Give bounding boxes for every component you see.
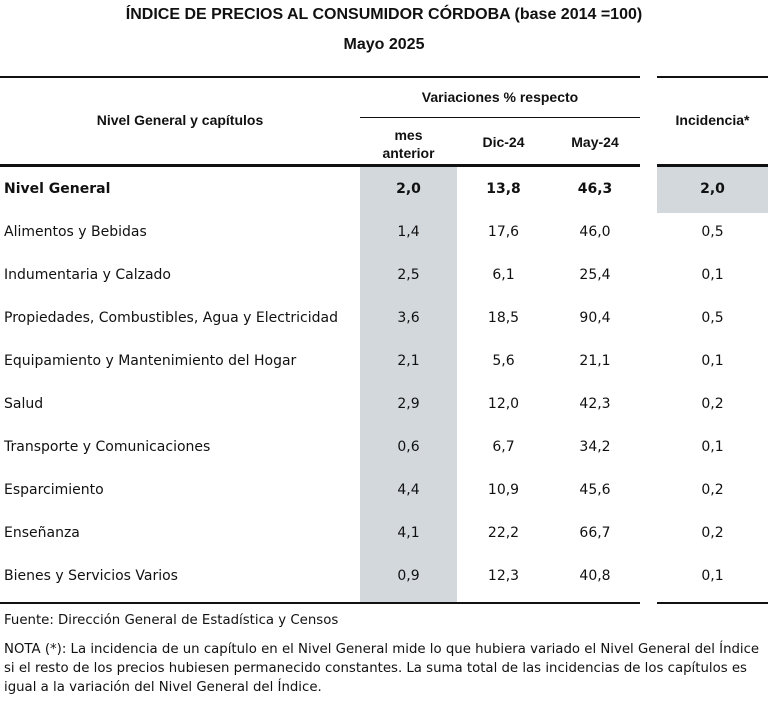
cell-may: 46,3 — [577, 181, 613, 197]
cell-mes: 0,6 — [397, 439, 420, 455]
header-may: May-24 — [571, 134, 619, 150]
cell-inc: 2,0 — [700, 181, 725, 197]
header-chapters: Nivel General y capítulos — [96, 112, 264, 128]
table-row: Bienes y Servicios Varios 0,9 12,3 40,8 0,1 — [0, 556, 768, 599]
cell-mes: 2,1 — [397, 353, 420, 369]
table-row: Enseñanza 4,1 22,2 66,7 0,2 — [0, 513, 768, 556]
table-row: Equipamiento y Mantenimiento del Hogar 2,… — [0, 341, 768, 384]
header-dic: Dic-24 — [482, 134, 525, 150]
cell-may: 21,1 — [579, 353, 611, 369]
cell-dic: 10,9 — [487, 482, 520, 498]
cell-inc: 0,1 — [701, 353, 724, 369]
table-row: Salud 2,9 12,0 42,3 0,2 — [0, 384, 768, 427]
cell-mes: 2,5 — [397, 267, 420, 283]
cell-mes: 4,4 — [397, 482, 420, 498]
cell-may: 34,2 — [579, 439, 611, 455]
cell-dic: 6,1 — [492, 267, 515, 283]
source-note: Fuente: Dirección General de Estadística… — [4, 613, 339, 628]
cell-inc: 0,1 — [701, 439, 724, 455]
cell-label: Nivel General — [4, 181, 111, 197]
header-mes: mes — [394, 127, 423, 143]
cell-dic: 17,6 — [487, 224, 520, 240]
header-incidencia: Incidencia* — [675, 112, 750, 128]
cell-inc: 0,5 — [701, 310, 724, 326]
cell-mes: 2,9 — [397, 396, 420, 412]
top-rule — [0, 76, 640, 78]
cell-label: Esparcimiento — [4, 482, 104, 498]
cell-dic: 18,5 — [487, 310, 520, 326]
cell-inc: 0,2 — [701, 396, 724, 412]
incidencia-highlight — [657, 167, 768, 213]
cell-label: Bienes y Servicios Varios — [4, 568, 178, 584]
cell-label: Enseñanza — [4, 525, 80, 541]
cell-may: 42,3 — [579, 396, 611, 412]
cell-inc: 0,5 — [701, 224, 724, 240]
variations-rule — [360, 117, 640, 118]
cell-label: Transporte y Comunicaciones — [4, 439, 211, 455]
cell-mes: 0,9 — [397, 568, 420, 584]
cell-mes: 2,0 — [396, 181, 421, 197]
header-anterior: anterior — [382, 145, 435, 161]
cell-dic: 6,7 — [492, 439, 515, 455]
page-subtitle: Mayo 2025 — [343, 36, 425, 53]
table-row: Transporte y Comunicaciones 0,6 6,7 34,2 0,1 — [0, 427, 768, 470]
cell-mes: 4,1 — [397, 525, 420, 541]
cell-may: 66,7 — [579, 525, 611, 541]
top-rule-incidencia — [657, 76, 768, 78]
cell-may: 40,8 — [579, 568, 611, 584]
footnote: NOTA (*): La incidencia de un capítulo e… — [4, 642, 760, 695]
cell-mes: 3,6 — [397, 310, 420, 326]
page-title: ÍNDICE DE PRECIOS AL CONSUMIDOR CÓRDOBA … — [125, 6, 643, 23]
table-row-nivel-general: Nivel General 2,0 13,8 46,3 2,0 — [0, 169, 768, 212]
header-rule — [0, 164, 640, 167]
cell-inc: 0,2 — [701, 482, 724, 498]
cell-inc: 0,1 — [701, 267, 724, 283]
cell-may: 25,4 — [579, 267, 611, 283]
cell-dic: 12,0 — [487, 396, 520, 412]
cell-label: Indumentaria y Calzado — [4, 267, 171, 283]
cell-label: Equipamiento y Mantenimiento del Hogar — [4, 353, 297, 369]
cell-dic: 13,8 — [486, 181, 521, 197]
header-variations: Variaciones % respecto — [421, 89, 579, 105]
cell-inc: 0,2 — [701, 525, 724, 541]
cell-may: 46,0 — [579, 224, 611, 240]
cell-dic: 12,3 — [487, 568, 520, 584]
header-rule-incidencia — [657, 164, 768, 167]
cell-inc: 0,1 — [701, 568, 724, 584]
table-row: Esparcimiento 4,4 10,9 45,6 0,2 — [0, 470, 768, 513]
cell-may: 45,6 — [579, 482, 611, 498]
cell-dic: 22,2 — [487, 525, 520, 541]
cell-label: Alimentos y Bebidas — [4, 224, 147, 240]
cell-mes: 1,4 — [397, 224, 420, 240]
cell-label: Propiedades, Combustibles, Agua y Electr… — [4, 310, 338, 326]
header-mes-anterior: mes anterior — [360, 126, 457, 162]
cell-label: Salud — [4, 396, 44, 412]
bottom-rule — [0, 602, 640, 604]
table-row: Indumentaria y Calzado 2,5 6,1 25,4 0,1 — [0, 255, 768, 298]
cell-may: 90,4 — [579, 310, 611, 326]
mes-anterior-highlight — [360, 167, 457, 603]
cell-dic: 5,6 — [492, 353, 515, 369]
bottom-rule-incidencia — [657, 602, 768, 604]
table-row: Alimentos y Bebidas 1,4 17,6 46,0 0,5 — [0, 212, 768, 255]
table-row: Propiedades, Combustibles, Agua y Electr… — [0, 298, 768, 341]
